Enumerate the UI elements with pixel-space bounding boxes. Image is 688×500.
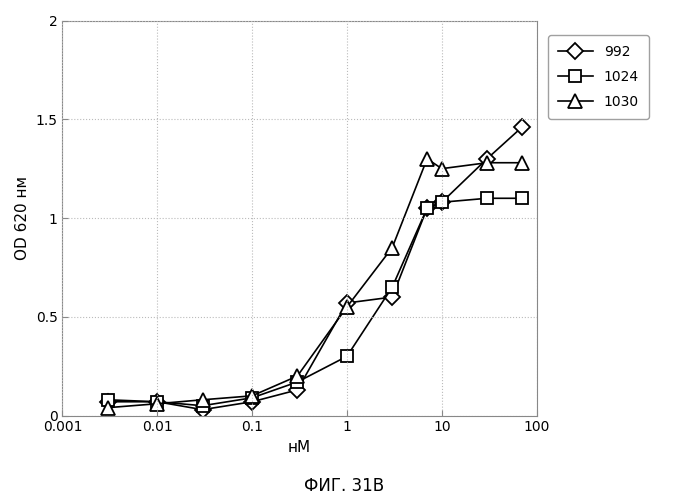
Line: 992: 992 (102, 122, 528, 415)
992 (518, 124, 526, 130)
Line: 1030: 1030 (100, 152, 529, 414)
1024 (518, 196, 526, 202)
992 (438, 199, 446, 205)
1024 (248, 395, 256, 401)
1030 (518, 160, 526, 166)
1030 (153, 400, 162, 406)
992 (198, 406, 206, 412)
1030 (198, 397, 206, 403)
1030 (293, 373, 301, 379)
992 (388, 294, 396, 300)
1030 (388, 244, 396, 250)
1024 (423, 205, 431, 211)
Text: ФИГ. 31В: ФИГ. 31В (304, 477, 384, 495)
Y-axis label: OD 620 нм: OD 620 нм (15, 176, 30, 260)
1030 (248, 393, 256, 399)
1024 (293, 379, 301, 385)
992 (293, 387, 301, 393)
992 (153, 399, 162, 405)
992 (343, 300, 351, 306)
1024 (198, 402, 206, 408)
992 (248, 399, 256, 405)
1024 (388, 284, 396, 290)
992 (103, 399, 111, 405)
Legend: 992, 1024, 1030: 992, 1024, 1030 (548, 36, 649, 119)
1024 (153, 399, 162, 405)
1030 (483, 160, 491, 166)
1024 (343, 354, 351, 360)
1030 (103, 404, 111, 410)
1024 (438, 199, 446, 205)
1024 (103, 397, 111, 403)
Line: 1024: 1024 (102, 192, 528, 412)
X-axis label: нМ: нМ (288, 440, 311, 455)
1030 (423, 156, 431, 162)
1030 (438, 166, 446, 172)
1024 (483, 196, 491, 202)
992 (483, 156, 491, 162)
992 (423, 205, 431, 211)
1030 (343, 304, 351, 310)
